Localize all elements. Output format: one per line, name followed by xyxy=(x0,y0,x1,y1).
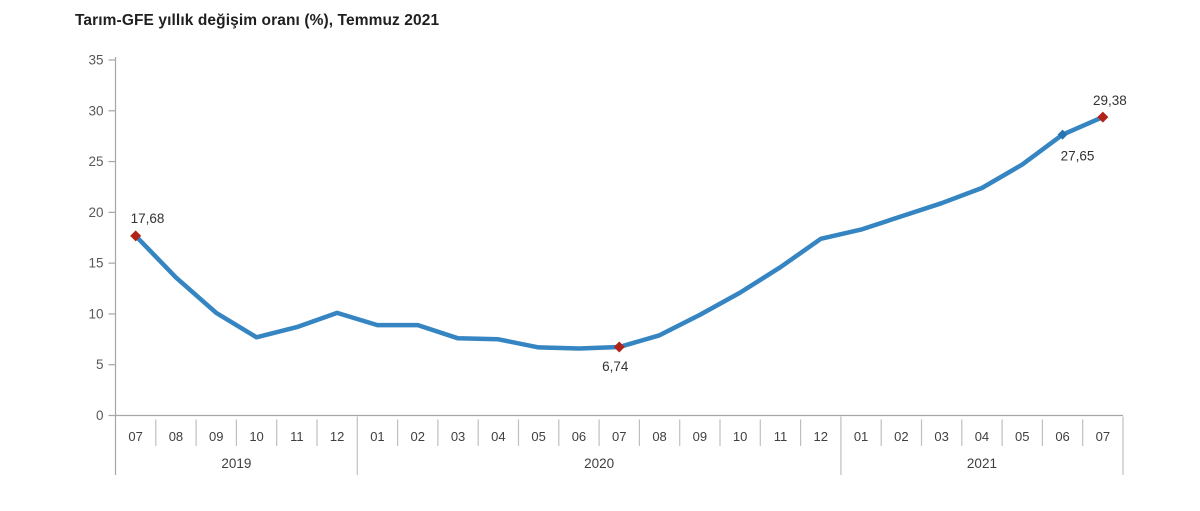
y-tick-label: 0 xyxy=(96,408,104,423)
month-label: 12 xyxy=(814,429,828,444)
month-label: 02 xyxy=(894,429,908,444)
month-label: 03 xyxy=(934,429,948,444)
data-point-marker xyxy=(1097,111,1109,123)
month-label: 07 xyxy=(1096,429,1110,444)
month-label: 05 xyxy=(531,429,545,444)
month-label: 11 xyxy=(290,429,304,444)
data-point-marker xyxy=(1057,129,1068,140)
month-label: 02 xyxy=(411,429,425,444)
month-label: 06 xyxy=(1055,429,1069,444)
y-tick-label: 35 xyxy=(88,53,103,68)
y-tick-label: 20 xyxy=(88,205,103,220)
month-label: 01 xyxy=(854,429,868,444)
month-label: 01 xyxy=(370,429,384,444)
month-label: 12 xyxy=(330,429,344,444)
month-label: 10 xyxy=(733,429,747,444)
y-tick-label: 15 xyxy=(88,256,103,271)
month-label: 07 xyxy=(128,429,142,444)
y-tick-label: 10 xyxy=(88,306,103,321)
month-label: 09 xyxy=(693,429,707,444)
year-label: 2020 xyxy=(584,456,614,471)
data-point-marker xyxy=(130,230,142,242)
month-label: 06 xyxy=(572,429,586,444)
y-tick-label: 30 xyxy=(88,103,103,118)
month-label: 08 xyxy=(652,429,666,444)
year-label: 2021 xyxy=(967,456,997,471)
month-label: 08 xyxy=(169,429,183,444)
chart-title: Tarım-GFE yıllık değişim oranı (%), Temm… xyxy=(75,12,440,29)
y-tick-label: 5 xyxy=(96,357,104,372)
month-label: 05 xyxy=(1015,429,1029,444)
trend-line xyxy=(133,114,1106,351)
data-point-label: 27,65 xyxy=(1061,149,1095,164)
month-label: 11 xyxy=(774,429,788,444)
month-label: 04 xyxy=(975,429,989,444)
y-tick-label: 25 xyxy=(88,154,103,169)
data-point-label: 17,68 xyxy=(131,211,165,226)
month-label: 07 xyxy=(612,429,626,444)
month-label: 09 xyxy=(209,429,223,444)
month-label: 10 xyxy=(249,429,263,444)
month-label: 03 xyxy=(451,429,465,444)
data-point-marker xyxy=(613,341,625,353)
year-label: 2019 xyxy=(221,456,251,471)
month-label: 04 xyxy=(491,429,505,444)
data-point-label: 29,38 xyxy=(1093,93,1127,108)
data-point-label: 6,74 xyxy=(602,359,629,374)
